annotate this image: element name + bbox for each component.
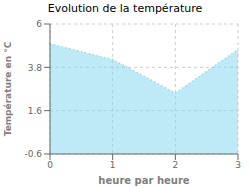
svg-text:heure par heure: heure par heure [98,175,189,186]
svg-text:-0.6: -0.6 [24,149,42,159]
svg-text:Température en °C: Température en °C [8,41,13,136]
svg-text:3.8: 3.8 [28,63,43,73]
svg-text:6: 6 [36,19,42,29]
svg-text:3: 3 [235,160,241,170]
svg-text:0: 0 [47,160,53,170]
svg-text:1.6: 1.6 [28,106,43,116]
svg-text:1: 1 [110,160,116,170]
html-text:Evolution de la température: Evolution de la température [47,2,203,15]
svg-text:2: 2 [172,160,178,170]
